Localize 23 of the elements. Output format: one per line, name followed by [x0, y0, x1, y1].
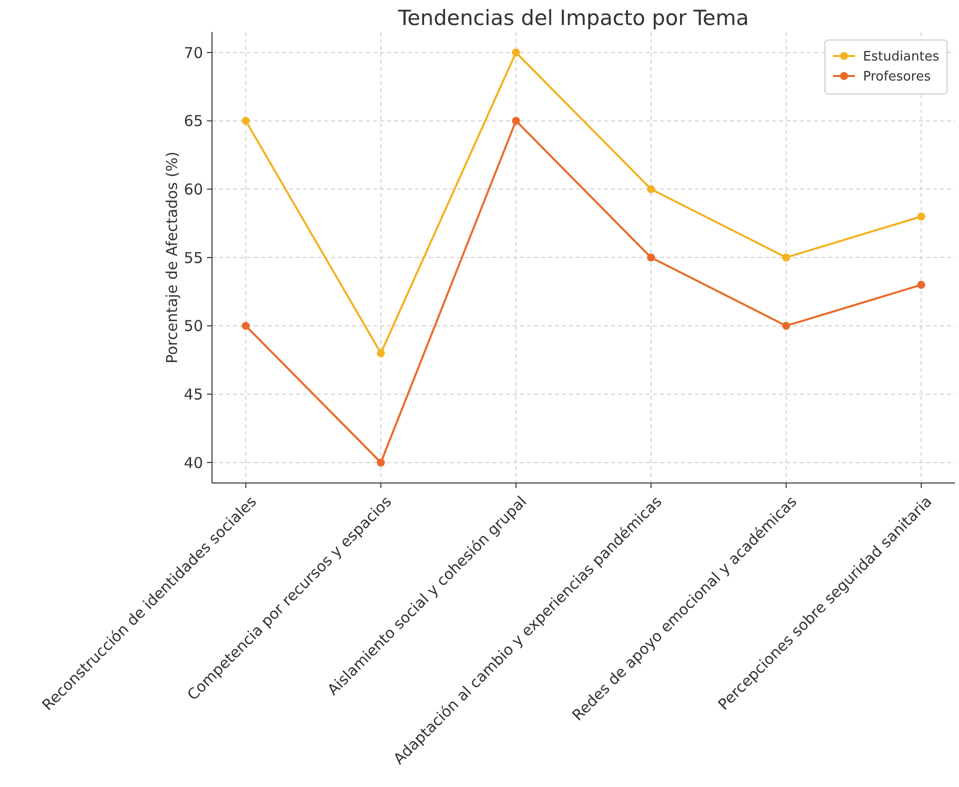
- point: [647, 254, 656, 262]
- point: [782, 254, 790, 262]
- point: [376, 458, 385, 466]
- y-tick-label: 40: [184, 454, 203, 472]
- y-tick-label: 50: [184, 317, 203, 336]
- y-tick-label: 55: [184, 248, 203, 267]
- legend-label: Estudiantes: [863, 50, 940, 65]
- y-tick-label: 60: [184, 180, 203, 198]
- point: [917, 280, 926, 289]
- legend-label: Profesores: [863, 70, 931, 85]
- point: [917, 212, 926, 220]
- y-tick-label: 70: [184, 44, 203, 62]
- point: [376, 349, 385, 358]
- point: [242, 322, 250, 330]
- point: [647, 185, 656, 194]
- y-axis-title: Porcentaje de Afectados (%): [163, 151, 181, 364]
- point: [782, 322, 790, 330]
- point: [242, 116, 250, 125]
- point: [512, 48, 520, 56]
- chart-title: Tendencias del Impacto por Tema: [397, 6, 749, 30]
- y-tick-label: 65: [184, 112, 203, 130]
- point: [512, 116, 520, 125]
- y-tick-label: 45: [184, 385, 203, 404]
